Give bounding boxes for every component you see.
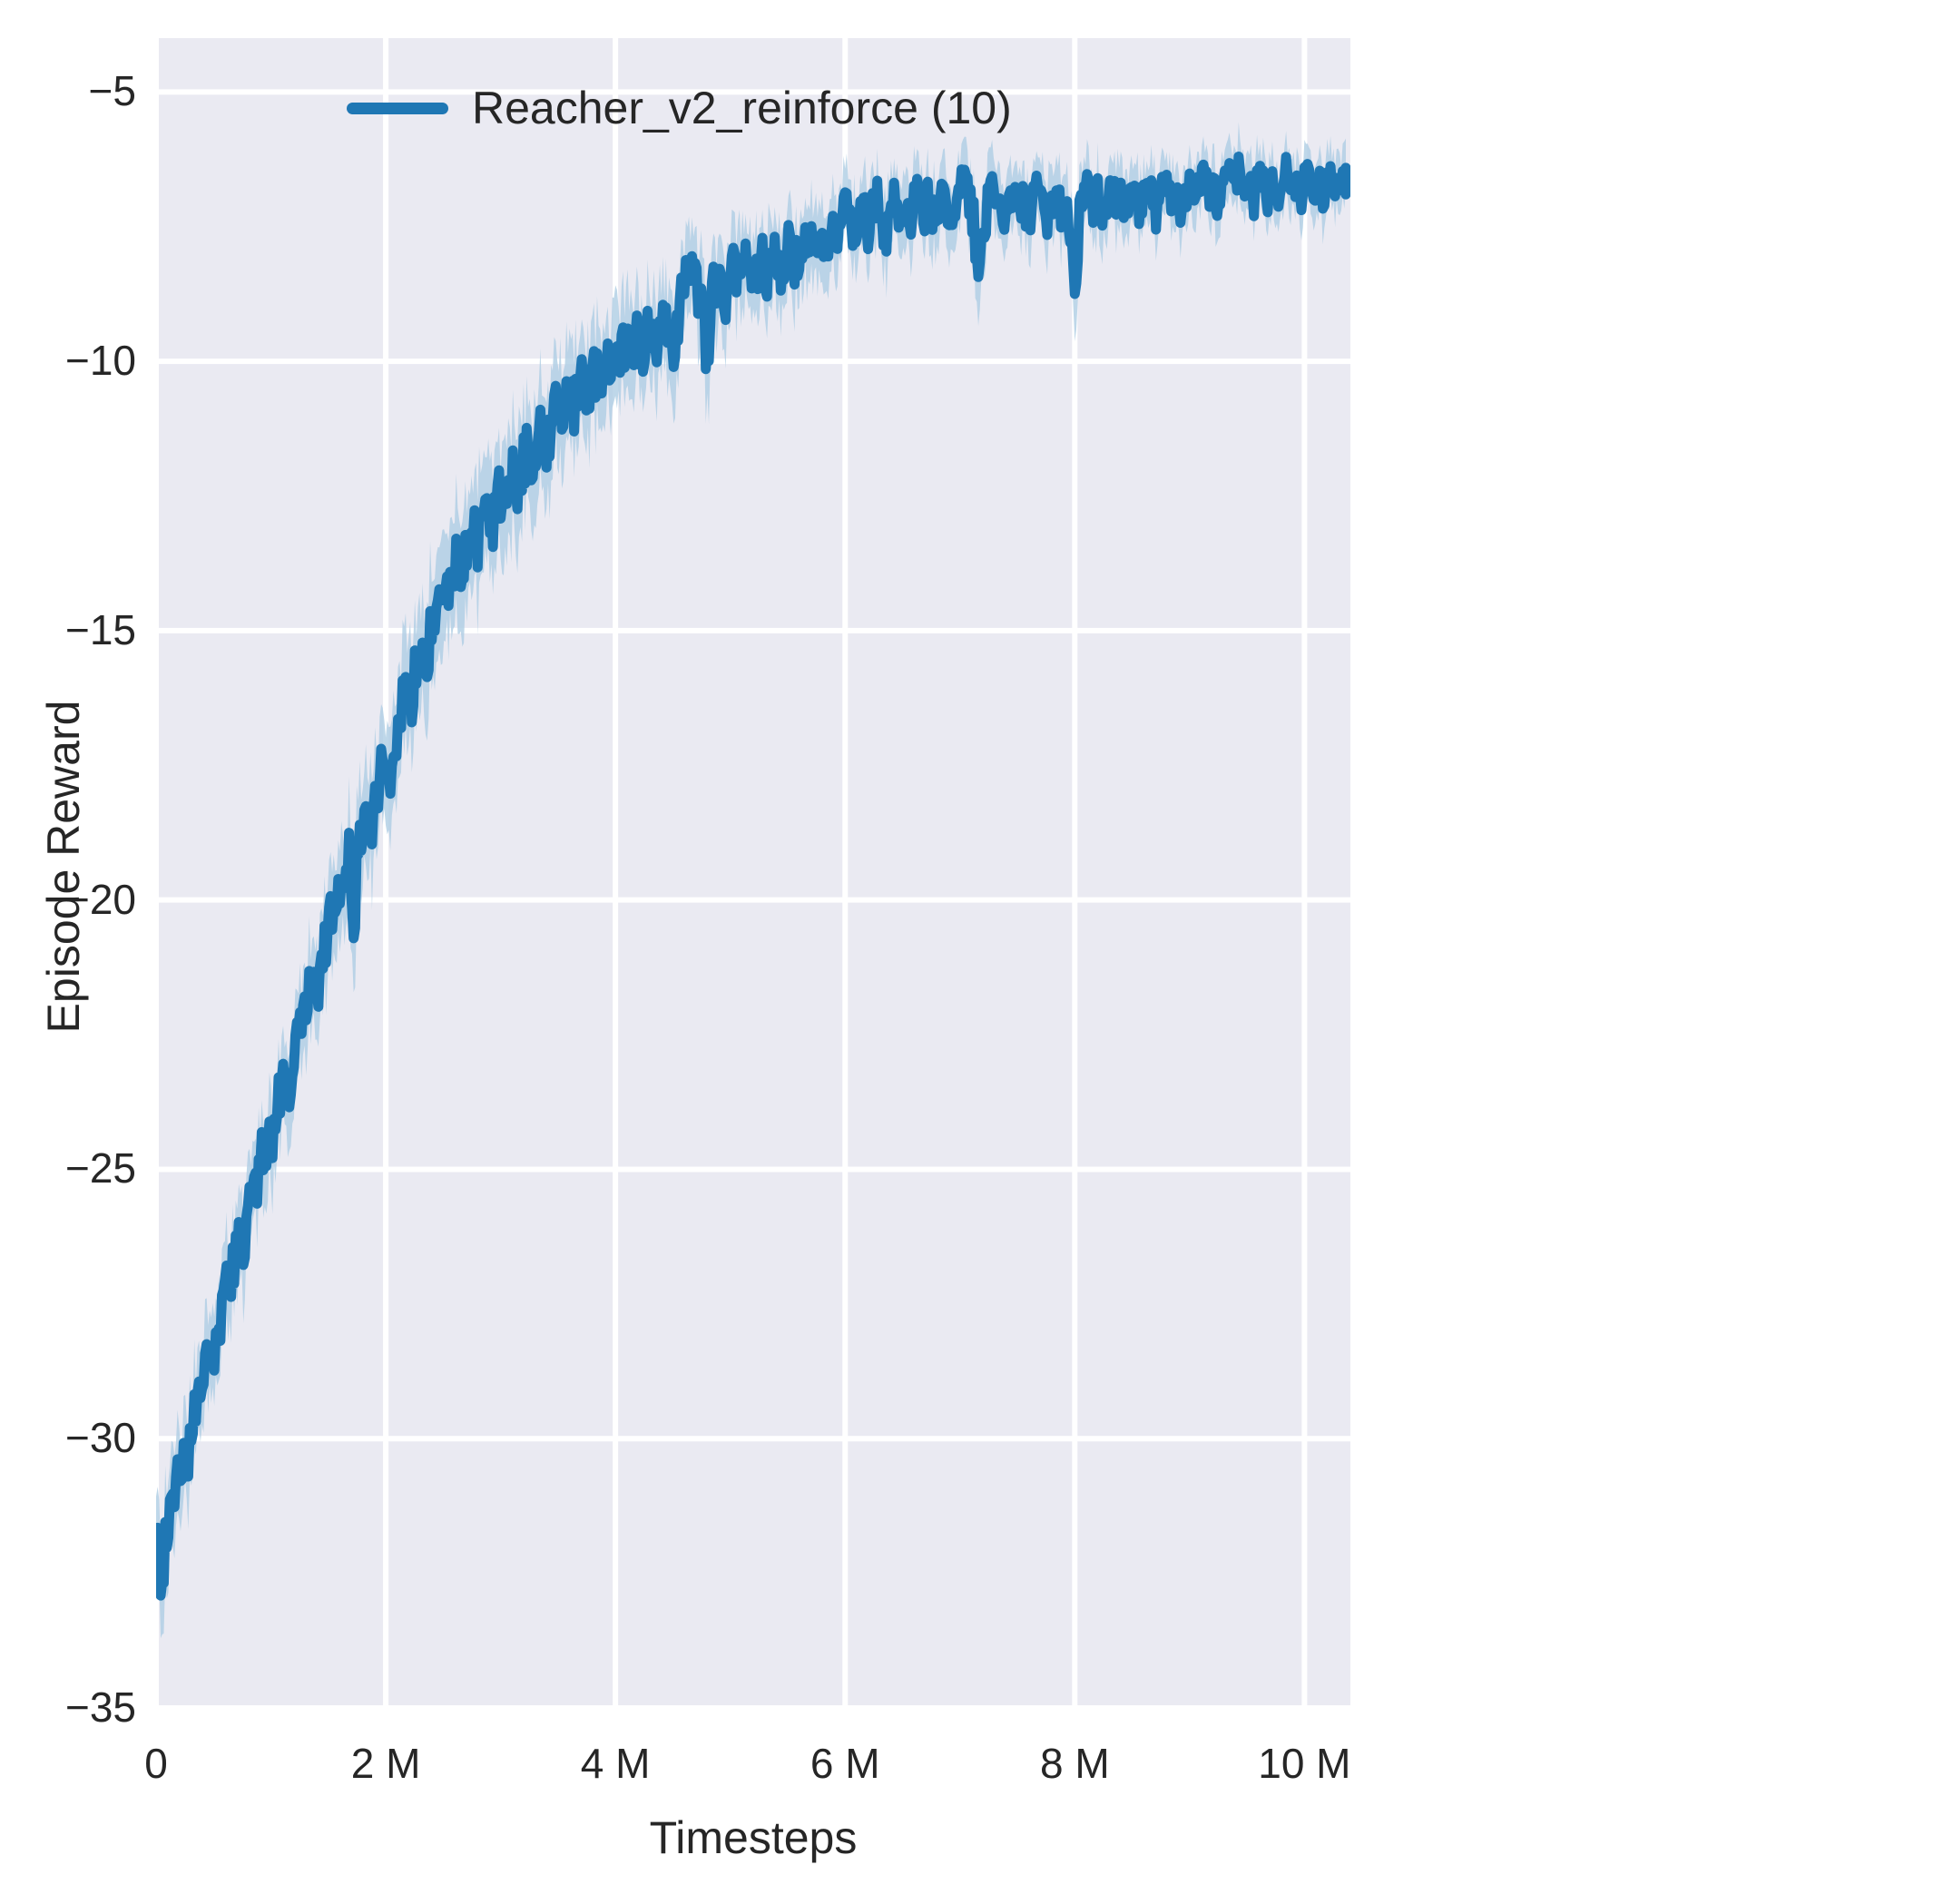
x-tick-label: 6 M bbox=[810, 1740, 880, 1787]
x-tick-label: 0 bbox=[144, 1740, 168, 1787]
y-tick-label: −25 bbox=[64, 1144, 136, 1192]
y-tick-label: −10 bbox=[64, 337, 136, 385]
y-tick-label: −5 bbox=[88, 67, 136, 115]
x-axis-title: Timesteps bbox=[649, 1812, 858, 1863]
plot-svg bbox=[156, 38, 1350, 1708]
x-tick-label: 10 M bbox=[1258, 1740, 1351, 1787]
x-tick-label: 4 M bbox=[580, 1740, 651, 1787]
legend-entry-label: Reacher_v2_reinforce (10) bbox=[472, 83, 1012, 133]
plot-area: Reacher_v2_reinforce (10) bbox=[156, 38, 1350, 1708]
legend-color-swatch bbox=[347, 102, 448, 114]
y-tick-label: −15 bbox=[64, 605, 136, 653]
y-tick-label: −35 bbox=[64, 1683, 136, 1731]
y-tick-label: −20 bbox=[64, 875, 136, 923]
y-axis-title: Episode Reward bbox=[38, 700, 89, 1034]
y-tick-label: −30 bbox=[64, 1414, 136, 1462]
legend[interactable]: Reacher_v2_reinforce (10) bbox=[347, 85, 1012, 131]
series-line bbox=[156, 151, 1350, 1601]
x-tick-label: 8 M bbox=[1039, 1740, 1110, 1787]
x-tick-label: 2 M bbox=[350, 1740, 421, 1787]
grid-lines bbox=[156, 38, 1350, 1708]
